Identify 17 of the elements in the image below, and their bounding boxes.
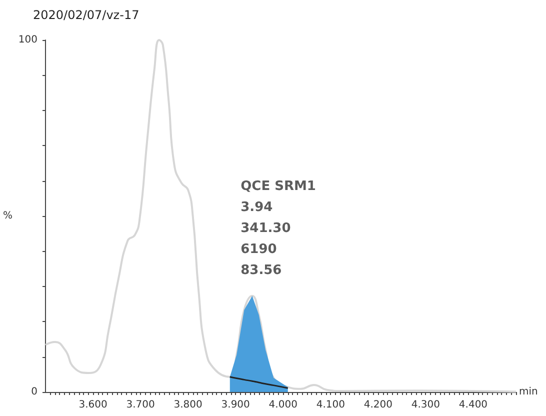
x-tick-label: 3.600: [78, 400, 108, 410]
x-tick-label: 3.700: [126, 400, 155, 410]
x-tick-label: 3.800: [174, 400, 202, 410]
y-axis-title: %: [2, 210, 12, 222]
x-tick-label: 4.300: [411, 400, 440, 410]
x-tick-label: 3.900: [221, 400, 250, 410]
line-series: [229, 376, 289, 389]
line-series: [44, 39, 517, 393]
chart-title: 2020/02/07/vz-17: [33, 8, 140, 22]
x-tick-label: 4.200: [364, 400, 392, 410]
x-axis-title: min: [519, 386, 538, 398]
x-tick-label: 4.000: [268, 400, 298, 410]
y-tick-label: 100: [18, 34, 38, 46]
x-tick-label: 4.100: [316, 400, 345, 410]
annotation: QCE SRM1 3.94 341.30 6190 83.56: [240, 178, 316, 278]
y-tick-label: 0: [31, 386, 38, 398]
x-tick-label: 4.400: [458, 400, 488, 410]
